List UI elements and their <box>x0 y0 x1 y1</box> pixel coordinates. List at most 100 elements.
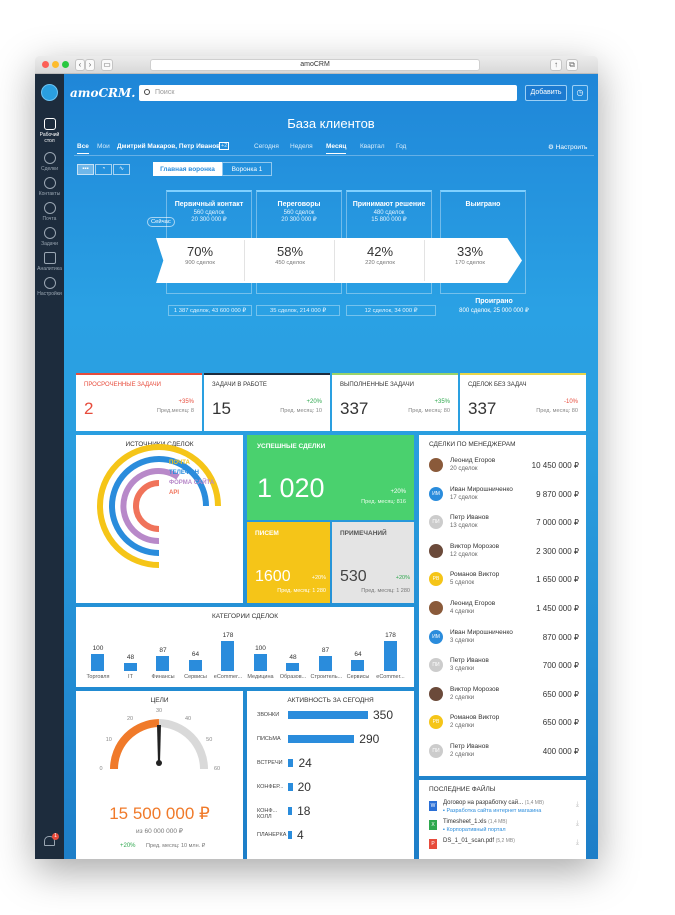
manager-name: Петр Иванов <box>450 514 489 522</box>
category-bar[interactable] <box>318 656 332 671</box>
clock-icon[interactable]: ◷ <box>572 85 588 101</box>
manager-amount: 700 000 ₽ <box>542 661 579 671</box>
tab-funnel-1[interactable]: Воронка 1 <box>222 162 272 176</box>
sidebar: Рабочий стол Сделки Контакты Почта Задач… <box>35 74 64 859</box>
manager-row[interactable]: Леонид Егоров 4 сделки 1 450 000 ₽ <box>429 596 579 624</box>
category-bar[interactable] <box>253 654 267 671</box>
app-logo: amoCRM. <box>70 86 136 100</box>
sidebar-item-analytics[interactable]: Аналитика <box>35 252 64 272</box>
tab-mine[interactable]: Мои <box>97 143 110 150</box>
letters-card[interactable]: ПИСЕМ 1600 +20% Пред. месяц: 1 280 <box>247 522 330 603</box>
activity-value: 24 <box>298 756 312 770</box>
lost-value: 800 сделок, 25 000 000 ₽ <box>459 308 529 314</box>
avatar: ПИ <box>429 658 443 673</box>
users-filter[interactable]: Дмитрий Макаров, Петр Иванов <box>117 143 221 150</box>
file-row[interactable]: W Договор на разработку сай... (1,4 MB) ▪ … <box>429 800 579 817</box>
file-name[interactable]: Timesheet_1.xls (1,4 MB) <box>443 819 508 825</box>
view-list-icon[interactable]: ▪▪▪ <box>77 164 94 175</box>
file-folder-link[interactable]: ▪ Корпоративный портал <box>443 827 506 833</box>
conversion-pct: 70% <box>186 244 214 259</box>
manager-deals: 3 сделки <box>450 666 475 673</box>
manager-row[interactable]: ИМ Иван Мирошниченко 3 сделки 870 000 ₽ <box>429 625 579 653</box>
activity-bar[interactable] <box>288 831 292 839</box>
activity-bar[interactable] <box>288 807 293 815</box>
manager-name: Романов Виктор <box>450 714 500 722</box>
sidebar-toggle-icon[interactable]: ▭ <box>101 59 113 71</box>
download-icon[interactable]: ⤓ <box>575 839 579 846</box>
bell-icon[interactable] <box>44 836 55 846</box>
manager-deals: 12 сделок <box>450 551 478 558</box>
manager-row[interactable]: Виктор Морозов 2 сделки 650 000 ₽ <box>429 682 579 710</box>
manager-amount: 9 870 000 ₽ <box>536 489 579 499</box>
sidebar-item-contacts[interactable]: Контакты <box>35 177 64 197</box>
success-card[interactable]: УСПЕШНЫЕ СДЕЛКИ 1 020 +20% Пред. месяц: … <box>247 435 414 520</box>
category-bar[interactable] <box>156 656 169 671</box>
zoom-window-button[interactable] <box>62 61 69 68</box>
tab-all[interactable]: Все <box>77 143 89 154</box>
activity-bar[interactable] <box>288 759 294 767</box>
category-bar[interactable] <box>351 660 364 671</box>
activity-bar[interactable] <box>288 735 355 743</box>
category-bar[interactable] <box>91 654 104 671</box>
url-bar[interactable]: amoCRM <box>150 59 480 71</box>
tab-today[interactable]: Сегодня <box>254 143 279 150</box>
sidebar-item-settings[interactable]: Настройки <box>35 277 64 297</box>
manager-row[interactable]: ИМ Иван Мирошниченко 17 сделок 9 870 000 ₽ <box>429 482 579 510</box>
sidebar-item-mail[interactable]: Почта <box>35 202 64 222</box>
tab-month[interactable]: Месяц <box>326 143 347 154</box>
manager-row[interactable]: ПИ Петр Иванов 3 сделки 700 000 ₽ <box>429 653 579 681</box>
manager-row[interactable]: РВ Романов Виктор 2 сделки 650 000 ₽ <box>429 710 579 738</box>
sidebar-item-deals[interactable]: Сделки <box>35 152 64 172</box>
manager-row[interactable]: Виктор Морозов 12 сделок 2 300 000 ₽ <box>429 539 579 567</box>
file-name[interactable]: DS_1_01_scan.pdf (5,2 MB) <box>443 838 515 844</box>
tab-year[interactable]: Год <box>396 143 407 150</box>
close-window-button[interactable] <box>42 61 49 68</box>
avatar <box>429 601 443 615</box>
task-card-done[interactable]: ВЫПОЛНЕННЫЕ ЗАДАЧИ 337 +35% Пред. месяц: 80 <box>332 373 458 431</box>
tab-main-funnel[interactable]: Главная воронка <box>153 162 222 176</box>
category-bar[interactable] <box>188 660 202 671</box>
back-icon[interactable]: ‹ <box>75 59 85 71</box>
users-more-badge[interactable]: +2 <box>219 142 230 150</box>
file-folder-link[interactable]: ▪ Разработка сайта интернет магазина <box>443 808 542 814</box>
file-row[interactable]: X Timesheet_1.xls (1,4 MB) ▪ Корпоративный… <box>429 819 579 836</box>
tab-quarter[interactable]: Квартал <box>360 143 385 150</box>
minimize-window-button[interactable] <box>52 61 59 68</box>
view-pie-icon[interactable]: ◔ <box>95 164 112 175</box>
download-icon[interactable]: ⤓ <box>575 801 579 808</box>
activity-label: ВСТРЕЧИ <box>257 760 283 766</box>
task-card-in-progress[interactable]: ЗАДАЧИ В РАБОТЕ 15 +20% Пред. месяц: 10 <box>204 373 330 431</box>
category-bar[interactable] <box>123 662 137 671</box>
notes-card[interactable]: ПРИМЕЧАНИЙ 530 +20% Пред. месяц: 1 280 <box>332 522 414 603</box>
settings-link[interactable]: ⚙ Настроить <box>548 143 587 151</box>
file-row[interactable]: P DS_1_01_scan.pdf (5,2 MB) ⤓ <box>429 838 579 855</box>
avatar <box>429 686 443 701</box>
manager-row[interactable]: РВ Романов Виктор 5 сделок 1 650 000 ₽ <box>429 567 579 595</box>
sidebar-item-dashboard[interactable]: Рабочий стол <box>35 118 64 144</box>
task-card-overdue[interactable]: ПРОСРОЧЕННЫЕ ЗАДАЧИ 2 +35% Пред.месяц: 8 <box>76 373 202 431</box>
category-bar[interactable] <box>383 641 397 671</box>
category-bar[interactable] <box>221 641 234 671</box>
sidebar-item-tasks[interactable]: Задачи <box>35 227 64 247</box>
task-card-no-task[interactable]: СДЕЛОК БЕЗ ЗАДАЧ 337 -10% Пред. месяц: 80 <box>460 373 586 431</box>
category-bar[interactable] <box>286 662 299 671</box>
add-button[interactable]: Добавить <box>525 85 567 101</box>
view-line-icon[interactable]: ∿ <box>113 164 130 175</box>
manager-row[interactable]: ПИ Петр Иванов 2 сделки 400 000 ₽ <box>429 739 579 767</box>
manager-row[interactable]: Леонид Егоров 20 сделок 10 450 000 ₽ <box>429 453 579 481</box>
conversion-segment: 42% 220 сделок <box>336 244 424 266</box>
tab-week[interactable]: Неделя <box>290 143 313 150</box>
share-icon[interactable]: ↑ <box>550 59 562 71</box>
manager-row[interactable]: ПИ Петр Иванов 13 сделок 7 000 000 ₽ <box>429 510 579 538</box>
search-input[interactable]: Поиск <box>139 85 517 101</box>
manager-name: Леонид Егоров <box>450 600 496 607</box>
task-card-title: ВЫПОЛНЕННЫЕ ЗАДАЧИ <box>340 382 414 388</box>
avatar[interactable] <box>41 84 58 101</box>
file-name[interactable]: Договор на разработку сай... (1,4 MB) <box>443 800 544 806</box>
download-icon[interactable]: ⤓ <box>575 820 579 827</box>
activity-label: КОНФ... КОЛЛ <box>257 808 278 820</box>
forward-icon[interactable]: › <box>85 59 95 71</box>
activity-bar[interactable] <box>288 711 368 719</box>
tabs-icon[interactable]: ⧉ <box>566 59 578 71</box>
activity-bar[interactable] <box>288 783 293 791</box>
